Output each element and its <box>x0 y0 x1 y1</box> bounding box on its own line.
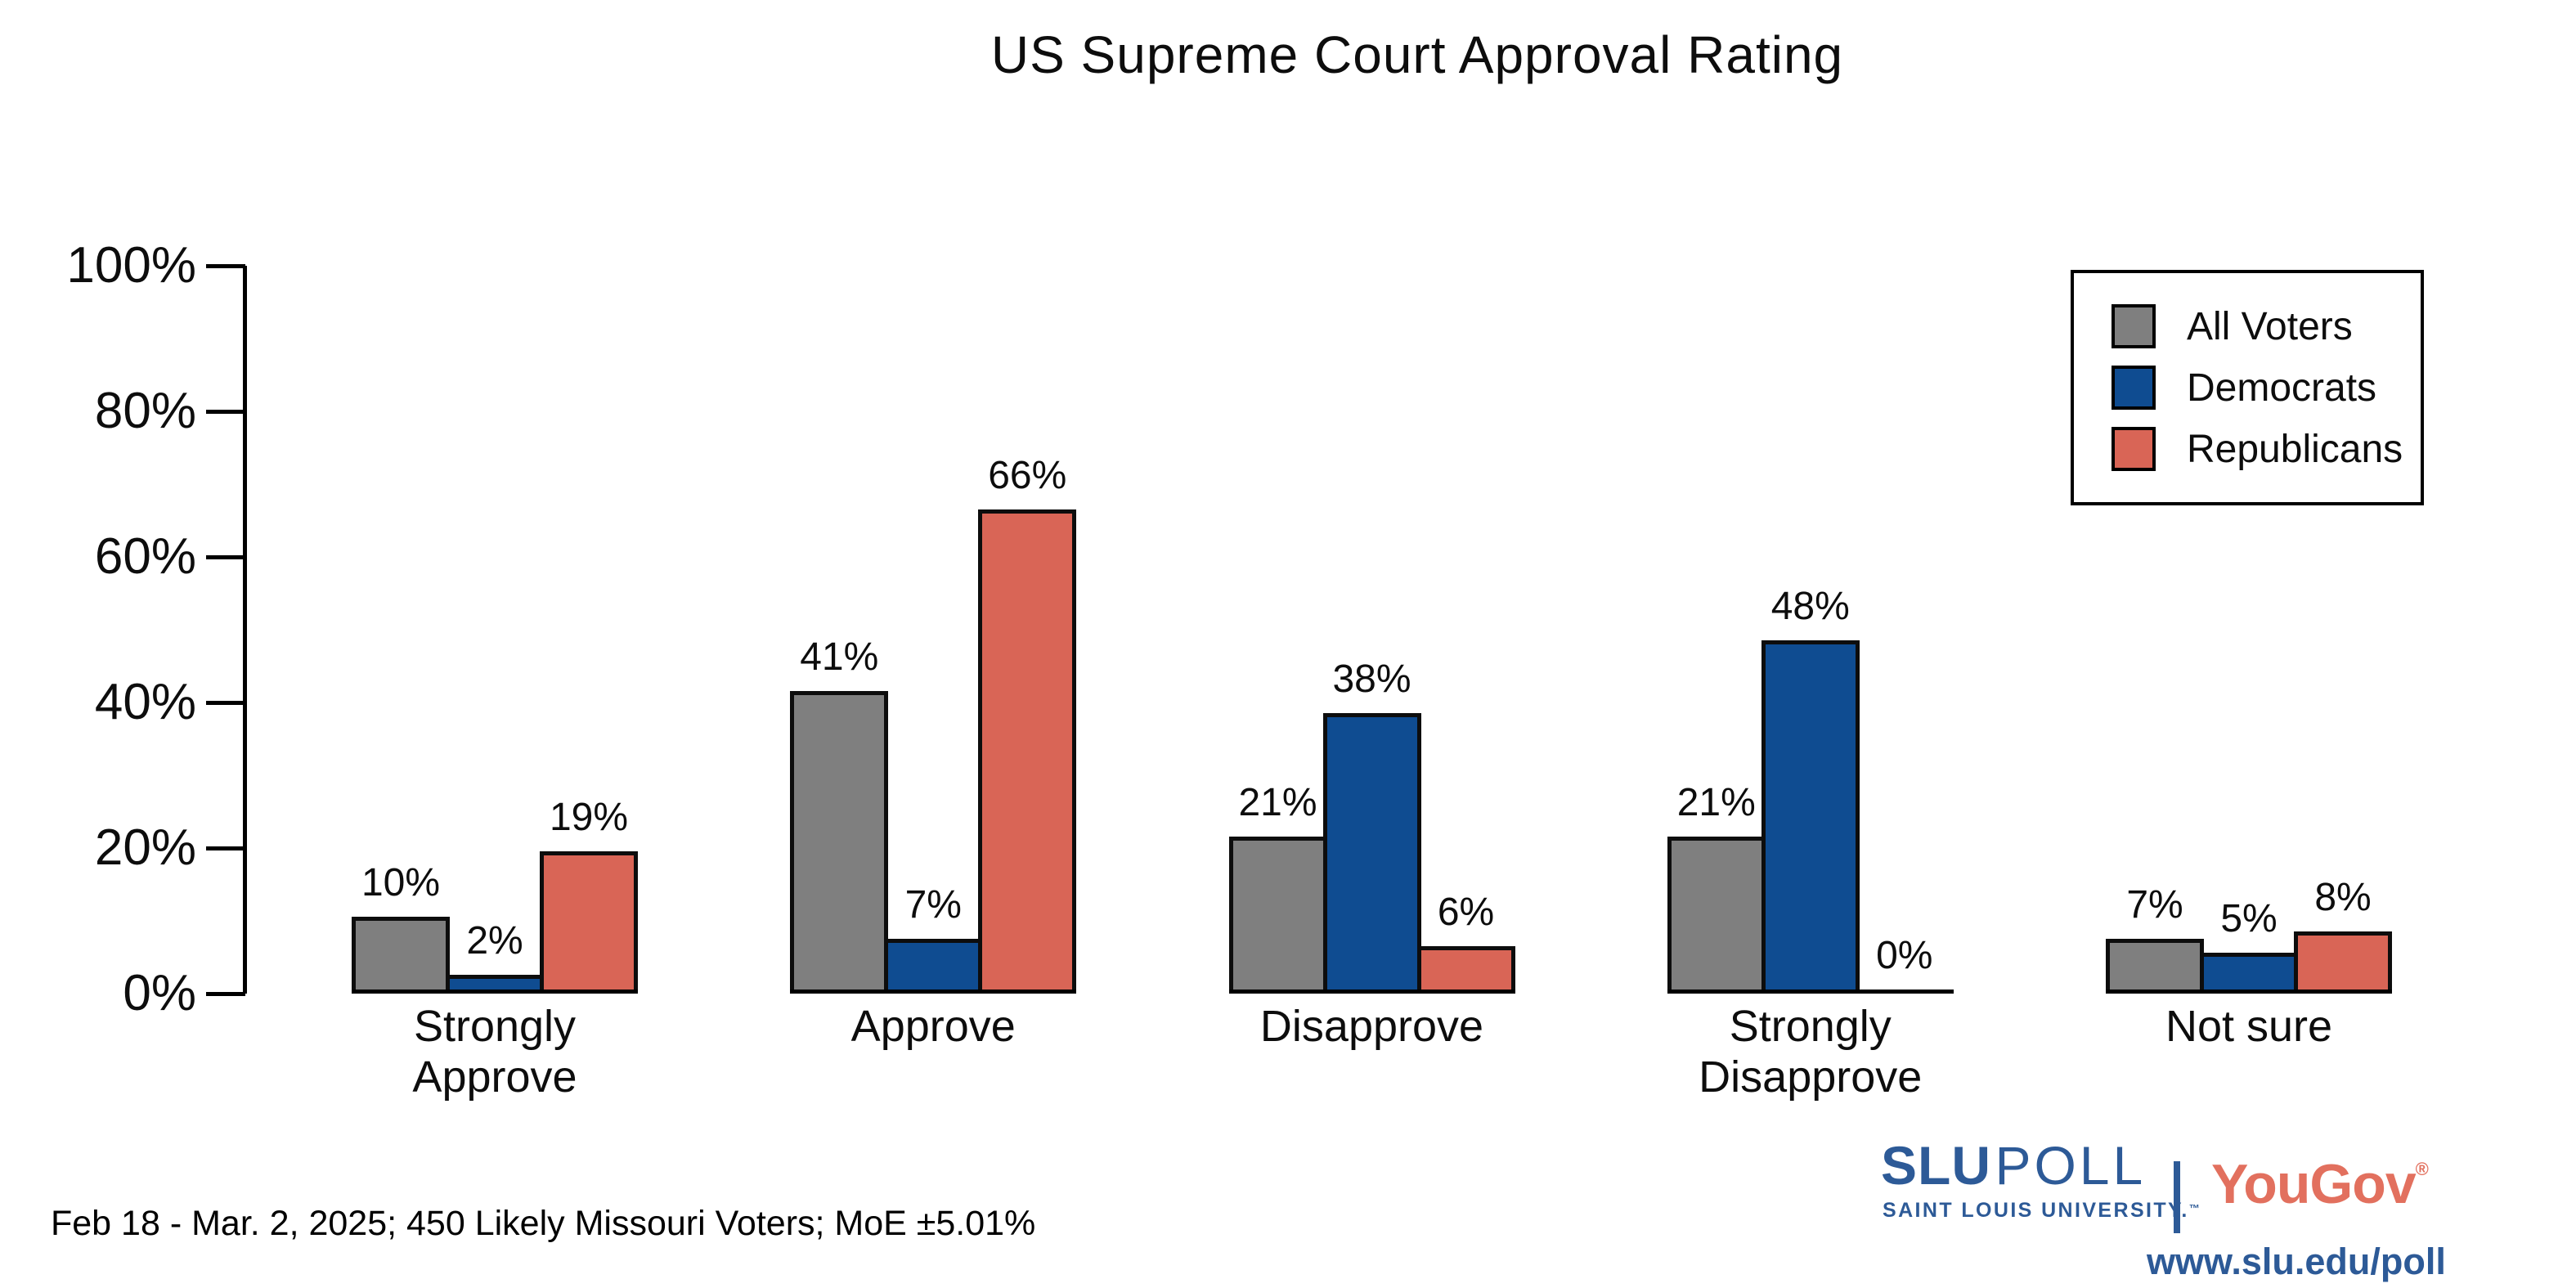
category-label: Not sure <box>2165 1002 2333 1051</box>
y-axis-tick-label: 20% <box>94 819 196 876</box>
bar-all-voters-approve <box>790 691 889 990</box>
legend-swatch-democrats <box>2112 366 2156 410</box>
value-label: 7% <box>904 883 962 927</box>
bar-group-not-sure: 7% 5% 8% Not sure <box>2106 266 2392 1051</box>
y-axis-tick-label: 80% <box>94 383 196 439</box>
bar-democrats-strongly-approve <box>446 975 544 990</box>
value-label: 21% <box>1676 781 1756 824</box>
bar-group-approve: 41% 7% 66% Approve <box>790 266 1077 1051</box>
category-label: Strongly Approve <box>412 1002 577 1102</box>
bar-all-voters-not-sure <box>2106 939 2204 990</box>
bar-cell: 7% <box>2106 266 2204 990</box>
bar-cell: 38% <box>1322 266 1421 990</box>
legend: All Voters Democrats Republicans <box>2071 270 2424 505</box>
value-label: 41% <box>800 635 879 679</box>
bar-republicans-not-sure <box>2294 931 2392 990</box>
y-axis-tick <box>206 263 245 268</box>
bar-republicans-approve <box>978 509 1077 990</box>
y-axis-tick <box>206 554 245 559</box>
bar-group-disapprove: 21% 38% 6% Disapprove <box>1228 266 1515 1051</box>
chart-title: US Supreme Court Approval Rating <box>990 25 1844 84</box>
y-axis-tick-label: 0% <box>123 965 196 1021</box>
y-axis-tick <box>206 846 245 850</box>
value-label: 0% <box>1876 934 1933 977</box>
legend-label: Democrats <box>2187 366 2377 410</box>
category-label: Approve <box>850 1002 1016 1051</box>
website-link: www.slu.edu/poll <box>2147 1241 2446 1282</box>
y-axis-tick <box>206 700 245 705</box>
bar-cell: 41% <box>790 266 889 990</box>
registered-symbol: ® <box>2415 1159 2429 1179</box>
y-axis-tick-label: 100% <box>66 237 196 294</box>
y-axis-line <box>243 266 247 994</box>
bar-cell: 6% <box>1416 266 1515 990</box>
bar-cell: 2% <box>446 266 544 990</box>
legend-row: All Voters <box>2112 304 2421 349</box>
value-label: 2% <box>466 919 523 963</box>
bar-republicans-disapprove <box>1416 946 1515 990</box>
bar-cell: 0% <box>1856 266 1954 990</box>
bar-cell: 21% <box>1228 266 1327 990</box>
branding: SLU POLL SAINT LOUIS UNIVERSITY.™ YouGov… <box>1881 1138 2502 1288</box>
y-axis-tick <box>206 991 245 996</box>
value-label: 19% <box>549 796 629 839</box>
bar-all-voters-strongly-approve <box>352 917 450 990</box>
bar-group-strongly-approve: 10% 2% 19% Strongly Approve <box>352 266 638 1102</box>
bar-cell: 8% <box>2294 266 2392 990</box>
bar-cell: 48% <box>1761 266 1860 990</box>
bar-cell: 21% <box>1667 266 1766 990</box>
bar-cell: 7% <box>884 266 983 990</box>
value-label: 10% <box>361 861 441 904</box>
footnote: Feb 18 - Mar. 2, 2025; 450 Likely Missou… <box>51 1204 1036 1243</box>
bar-democrats-approve <box>884 939 983 990</box>
legend-row: Democrats <box>2112 366 2421 411</box>
yougov-logo-text: YouGov® <box>2211 1153 2429 1215</box>
slu-logo-text: SLU <box>1881 1135 1991 1196</box>
value-label: 8% <box>2314 876 2372 919</box>
bar-cell: 19% <box>540 266 638 990</box>
legend-label: All Voters <box>2187 304 2353 348</box>
bar-all-voters-disapprove <box>1228 837 1327 990</box>
bar-democrats-strongly-disapprove <box>1761 640 1860 990</box>
value-label: 38% <box>1332 657 1411 701</box>
y-axis-tick-label: 60% <box>94 528 196 585</box>
bar-all-voters-strongly-disapprove <box>1667 837 1766 990</box>
value-label: 48% <box>1770 585 1850 628</box>
plot-area: 10% 2% 19% Strongly Approve 41% 7% 66% Approve 2… <box>352 266 2392 1102</box>
y-axis-tick-label: 40% <box>94 674 196 730</box>
bar-cell: 5% <box>2200 266 2298 990</box>
category-label: Disapprove <box>1259 1002 1484 1051</box>
poll-logo-text: POLL <box>1995 1135 2147 1196</box>
bar-group-strongly-disapprove: 21% 48% 0% Strongly Disapprove <box>1667 266 1954 1102</box>
value-label: 7% <box>2126 883 2183 927</box>
logo-divider <box>2174 1161 2180 1233</box>
trademark-symbol: ™ <box>2188 1202 2200 1214</box>
legend-row: Republicans <box>2112 427 2421 472</box>
legend-label: Republicans <box>2187 427 2403 471</box>
bar-republicans-strongly-approve <box>540 851 638 990</box>
bar-cell: 66% <box>978 266 1077 990</box>
slu-subtitle: SAINT LOUIS UNIVERSITY.™ <box>1883 1199 2200 1222</box>
y-axis-tick <box>206 409 245 414</box>
category-label: Strongly Disapprove <box>1699 1002 1923 1102</box>
slu-poll-logo: SLU POLL <box>1881 1138 2146 1192</box>
value-label: 66% <box>988 454 1067 497</box>
value-label: 6% <box>1437 891 1495 934</box>
legend-swatch-republicans <box>2112 427 2156 471</box>
legend-swatch-all-voters <box>2112 304 2156 348</box>
bar-cell: 10% <box>352 266 450 990</box>
value-label: 21% <box>1238 781 1317 824</box>
bar-democrats-disapprove <box>1322 713 1421 990</box>
bar-democrats-not-sure <box>2200 953 2298 990</box>
value-label: 5% <box>2220 897 2278 940</box>
